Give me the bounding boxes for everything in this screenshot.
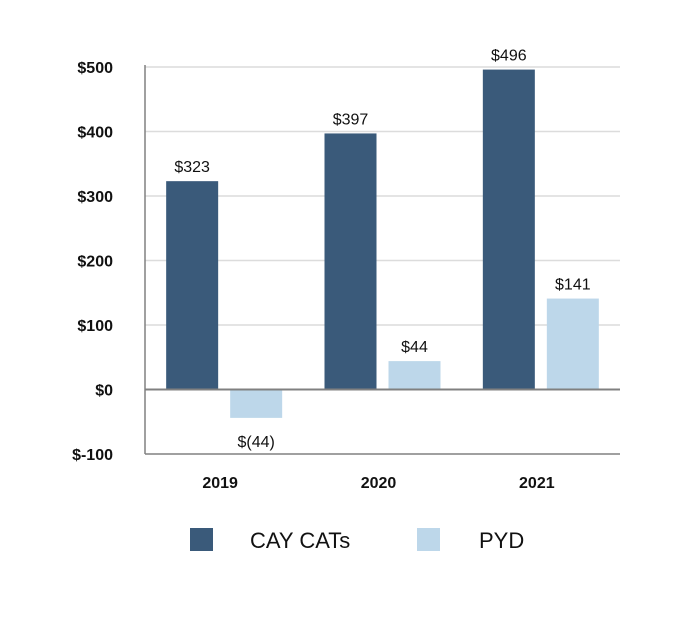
- bars: [166, 69, 599, 418]
- legend-label-0: CAY CATs: [250, 528, 350, 553]
- data-label: $397: [333, 111, 369, 128]
- y-tick-label: $-100: [72, 447, 113, 464]
- bar-pyd-2021: [546, 298, 599, 390]
- axes: [144, 65, 620, 455]
- y-tick-label: $0: [95, 383, 113, 400]
- data-label: $(44): [237, 434, 274, 451]
- legend-swatch-0: [190, 528, 213, 551]
- x-category-label: 2019: [202, 475, 238, 492]
- legend-swatch-1: [417, 528, 440, 551]
- legend-label-1: PYD: [479, 528, 524, 553]
- data-label: $323: [174, 159, 210, 176]
- bar-pyd-2020: [388, 361, 441, 390]
- y-axis-tick-labels: $-100 $0 $100 $200 $300 $400 $500: [72, 60, 113, 464]
- y-tick-label: $400: [77, 125, 113, 142]
- data-label: $496: [491, 48, 527, 65]
- gridlines: [145, 66, 620, 326]
- x-axis-category-labels: 2019 2020 2021: [202, 475, 554, 492]
- data-label: $141: [555, 277, 591, 294]
- y-tick-label: $200: [77, 254, 113, 271]
- data-label: $44: [401, 339, 428, 356]
- data-labels: $323 $(44) $397 $44 $496 $141: [174, 48, 590, 451]
- x-category-label: 2021: [519, 475, 555, 492]
- y-tick-label: $500: [77, 60, 113, 77]
- bar-pyd-2019: [230, 389, 283, 418]
- y-tick-label: $100: [77, 318, 113, 335]
- bar-cay-cats-2019: [166, 181, 219, 390]
- bar-cay-cats-2021: [482, 69, 535, 390]
- bar-cay-cats-2020: [324, 133, 377, 390]
- y-tick-label: $300: [77, 189, 113, 206]
- legend: CAY CATs PYD: [190, 528, 524, 553]
- x-category-label: 2020: [361, 475, 397, 492]
